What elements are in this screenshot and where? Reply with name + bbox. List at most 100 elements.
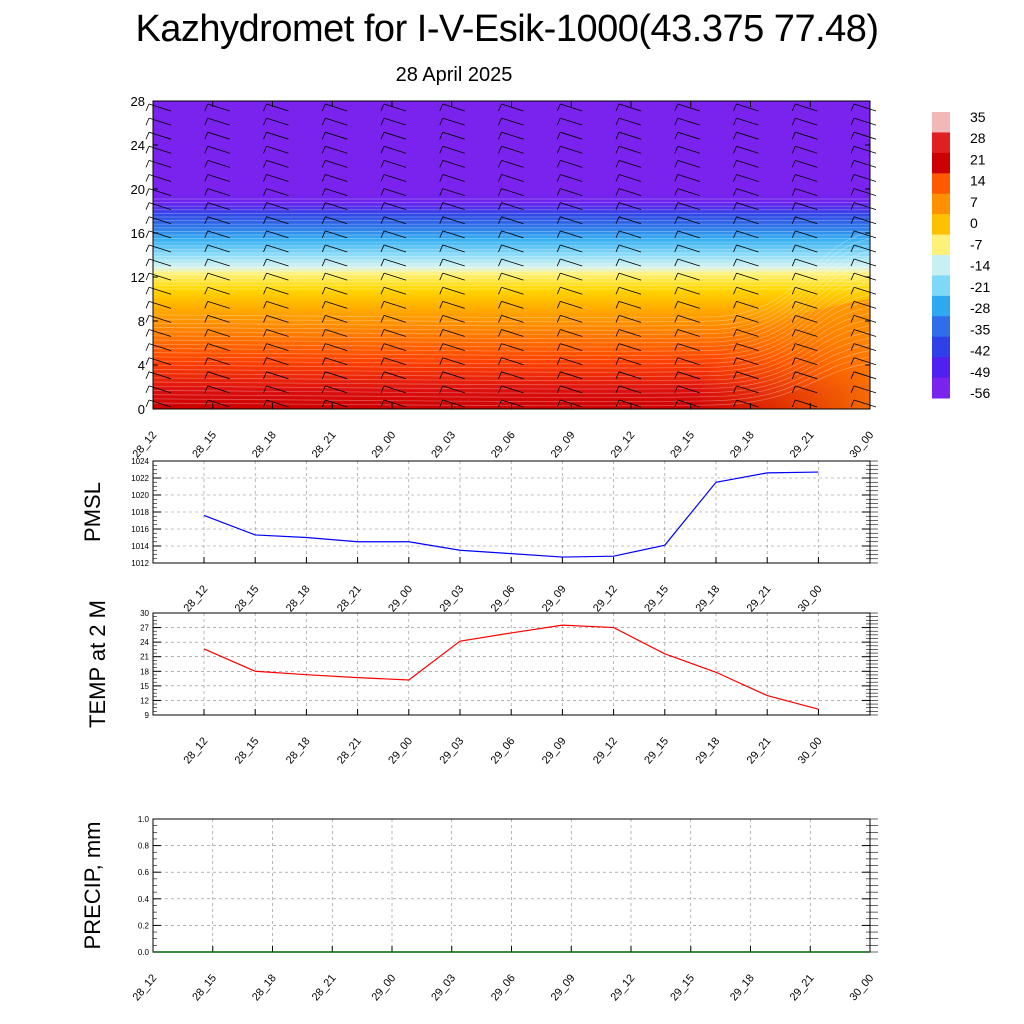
wind-barb-flag [380, 258, 385, 267]
wind-barb [325, 272, 348, 281]
wind-barb-flag [615, 230, 620, 239]
x-tick-label: 28_15 [233, 583, 262, 614]
wind-barb [442, 188, 465, 196]
wind-barb [736, 286, 759, 295]
wind-barb-flag [439, 216, 444, 224]
contour-line [152, 257, 871, 335]
wind-barb [618, 258, 642, 267]
wind-barb-flag [498, 244, 502, 253]
wind-barb-flag [556, 272, 561, 281]
wind-barb [501, 159, 524, 168]
wind-barb [795, 258, 818, 267]
wind-barb-flag [615, 117, 620, 126]
wind-barb [383, 300, 407, 309]
wind-barb [266, 103, 289, 112]
wind-barb [560, 117, 583, 126]
wind-barb-flag [556, 287, 561, 295]
wind-barb [853, 357, 877, 366]
wind-barb [383, 145, 407, 154]
y-tick-label: 12 [140, 696, 149, 705]
colorbar-label: -21 [970, 279, 990, 295]
y-tick-label: 20 [131, 182, 145, 197]
wind-barb [618, 357, 642, 366]
wind-barb-flag [556, 371, 561, 379]
wind-barb [501, 174, 524, 182]
wind-barb-flag [615, 132, 620, 140]
wind-barb [266, 357, 289, 366]
wind-barb-flag [204, 329, 209, 337]
wind-barb [442, 371, 465, 380]
wind-barb [618, 145, 642, 154]
x-tick-label: 29_03 [429, 429, 458, 460]
wind-barb [677, 145, 700, 154]
wind-barb-flag [263, 202, 267, 210]
wind-barb-flag [850, 244, 855, 253]
wind-barb-flag [498, 132, 502, 140]
wind-barb-flag [145, 301, 150, 309]
y-tick-label: 1024 [131, 457, 149, 466]
x-tick-label: 29_12 [608, 972, 637, 1003]
contour-line [152, 337, 871, 390]
wind-barb-flag [674, 385, 679, 394]
wind-barb [501, 286, 524, 295]
wind-barb-flag [733, 146, 737, 154]
x-tick-label: 28_18 [284, 583, 313, 614]
wind-barb [618, 131, 642, 140]
wind-barb [501, 145, 524, 154]
wind-barb-flag [674, 287, 679, 295]
wind-barb-flag [850, 202, 855, 210]
wind-barb-flag [498, 202, 502, 210]
wind-barb-flag [263, 272, 267, 281]
contour-line [152, 331, 871, 386]
wind-barb [266, 188, 289, 196]
wind-barb [736, 272, 759, 281]
x-tick-label: 29_09 [540, 735, 569, 766]
x-tick-label: 29_12 [591, 583, 620, 614]
wind-barb [266, 343, 289, 352]
x-tick-label: 29_21 [745, 735, 774, 766]
y-tick-label: 0.4 [138, 895, 150, 904]
colorbar-segment [932, 214, 950, 236]
wind-barb-flag [380, 343, 385, 351]
wind-barb [325, 286, 348, 295]
x-tick-label: 29_15 [668, 972, 697, 1003]
wind-barb-flag [145, 216, 150, 224]
wind-barb-flag [850, 315, 855, 323]
wind-barb [266, 159, 289, 168]
wind-barb [560, 174, 583, 182]
wind-barb [325, 300, 348, 309]
contour-line [152, 300, 871, 365]
wind-barb-flag [498, 343, 502, 351]
wind-barb-flag [556, 385, 561, 394]
wind-barb [795, 399, 818, 408]
wind-barb [442, 258, 465, 267]
wind-barb-flag [615, 272, 620, 281]
wind-barb-flag [733, 399, 737, 408]
wind-barb-flag [733, 174, 737, 182]
wind-barb [618, 188, 642, 196]
colorbar-label: 7 [970, 194, 978, 210]
x-tick-label: 30_00 [796, 583, 825, 614]
y-tick-label: 0.6 [138, 868, 150, 877]
wind-barb [853, 145, 877, 154]
wind-barb [853, 371, 877, 380]
x-tick-label: 28_18 [250, 429, 279, 460]
wind-barb [501, 315, 524, 323]
wind-barb [207, 315, 230, 323]
wind-barb [383, 174, 407, 182]
x-tick-label: 29_06 [489, 972, 518, 1003]
wind-barb [560, 103, 583, 112]
wind-barb-flag [321, 202, 326, 210]
page-title: Kazhydromet for I-V-Esik-1000(43.375 77.… [135, 8, 879, 50]
colorbar-segment [932, 316, 950, 338]
wind-barb-flag [850, 399, 855, 408]
wind-barb [795, 343, 818, 352]
wind-barb [677, 258, 700, 267]
wind-barb [325, 357, 348, 366]
wind-barb-flag [791, 371, 796, 379]
wind-barb-flag [791, 202, 796, 210]
wind-barb [207, 385, 230, 394]
wind-barb-flag [263, 244, 267, 253]
wind-barb [207, 117, 230, 126]
wind-barb [618, 300, 642, 309]
